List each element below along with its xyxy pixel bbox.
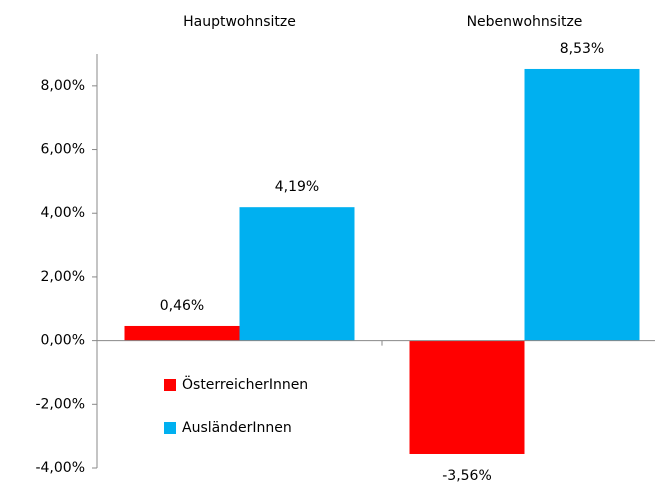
bar [124, 325, 240, 341]
bar [524, 68, 640, 341]
bar [239, 207, 355, 341]
legend-label: ÖsterreicherInnen [182, 375, 308, 393]
value-label: -3,56% [442, 468, 492, 484]
y-tick-label: 4,00% [41, 205, 85, 221]
category-label: Hauptwohnsitze [183, 14, 296, 30]
y-tick-label: -2,00% [35, 396, 85, 412]
y-tick-label: 8,00% [41, 78, 85, 94]
value-label: 8,53% [560, 41, 604, 57]
bar [409, 340, 525, 454]
y-tick-label: 6,00% [41, 142, 85, 158]
legend-label: AusländerInnen [182, 420, 292, 436]
category-label: Nebenwohnsitze [467, 14, 583, 30]
y-tick-label: -4,00% [35, 460, 85, 476]
value-label: 0,46% [160, 298, 204, 314]
legend-swatch [164, 422, 176, 434]
y-tick-label: 0,00% [41, 333, 85, 349]
y-tick-label: 2,00% [41, 269, 85, 285]
value-label: 4,19% [275, 179, 319, 195]
legend-swatch [164, 379, 176, 391]
